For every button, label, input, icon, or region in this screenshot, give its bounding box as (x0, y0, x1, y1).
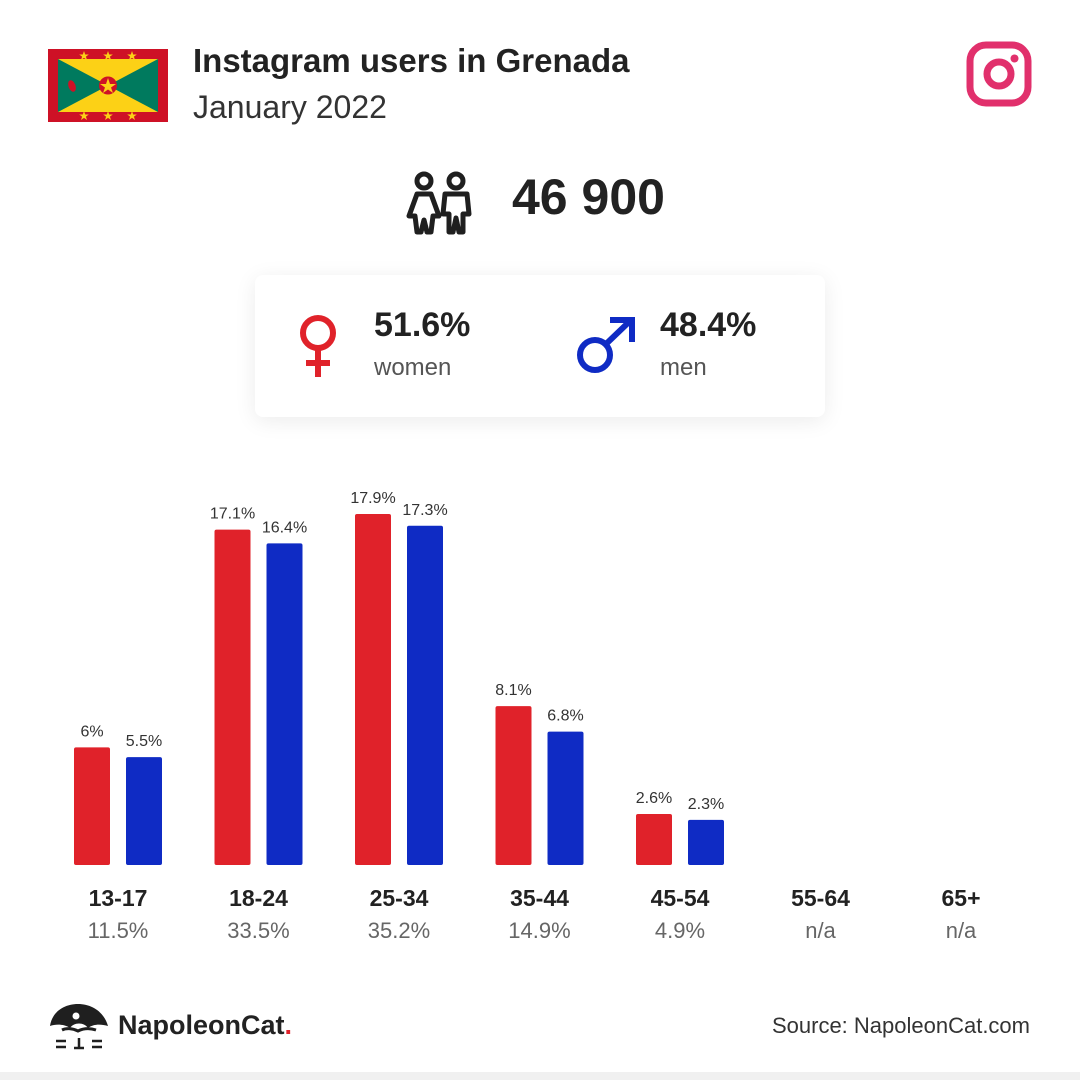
women-label: women (374, 354, 452, 381)
bar-men-45-54 (688, 819, 724, 865)
users-icon (406, 171, 472, 235)
category-label-18-24: 18-24 (229, 885, 288, 911)
page-title: Instagram users in Grenada (193, 42, 630, 79)
women-percent: 51.6% (374, 306, 471, 344)
bar-men-25-34 (407, 525, 443, 865)
data-label-men-13-17: 5.5% (126, 733, 162, 750)
category-total-65+: n/a (946, 918, 977, 943)
male-icon (577, 317, 635, 373)
instagram-icon (966, 41, 1032, 107)
category-total-25-34: 35.2% (368, 918, 430, 943)
page-subtitle: January 2022 (193, 89, 387, 125)
data-label-women-13-17: 6% (80, 723, 103, 740)
bar-women-13-17 (74, 747, 110, 865)
bar-women-45-54 (636, 814, 672, 865)
men-label: men (660, 354, 707, 381)
napoleoncat-logo-icon (50, 1004, 108, 1050)
bar-men-35-44 (547, 731, 584, 865)
female-icon (300, 315, 336, 377)
category-label-13-17: 13-17 (89, 885, 148, 911)
category-label-35-44: 35-44 (510, 885, 569, 911)
data-label-men-25-34: 17.3% (402, 502, 447, 519)
grenada-flag-icon (48, 49, 168, 122)
bar-women-25-34 (355, 514, 391, 865)
bottom-bar (0, 1072, 1080, 1080)
category-total-45-54: 4.9% (655, 918, 705, 943)
data-label-men-18-24: 16.4% (262, 519, 307, 536)
category-total-18-24: 33.5% (227, 918, 289, 943)
data-label-women-18-24: 17.1% (210, 506, 255, 523)
brand-name: NapoleonCat. (118, 1010, 293, 1040)
category-total-55-64: n/a (805, 918, 836, 943)
gender-card (255, 275, 825, 417)
category-total-13-17: 11.5% (88, 918, 149, 943)
bar-men-13-17 (126, 757, 162, 865)
men-percent: 48.4% (660, 306, 757, 344)
source-text: Source: NapoleonCat.com (771, 1013, 1030, 1038)
data-label-women-25-34: 17.9% (350, 490, 395, 507)
data-label-men-45-54: 2.3% (688, 796, 724, 813)
total-users-value: 46 900 (512, 169, 665, 225)
data-label-women-45-54: 2.6% (636, 790, 672, 807)
category-label-25-34: 25-34 (370, 885, 429, 911)
bar-women-35-44 (495, 706, 532, 865)
bar-women-18-24 (214, 529, 251, 865)
category-label-55-64: 55-64 (791, 885, 850, 911)
age-gender-bar-chart: 6% 5.5% 13-17 11.5% 17.1% 16.4% 18-24 33.5% 17.9… (74, 490, 981, 943)
data-label-women-35-44: 8.1% (495, 682, 531, 699)
category-total-35-44: 14.9% (508, 918, 570, 943)
bar-men-18-24 (266, 543, 303, 865)
category-label-65+: 65+ (941, 885, 980, 911)
category-label-45-54: 45-54 (651, 885, 710, 911)
data-label-men-35-44: 6.8% (547, 708, 583, 725)
